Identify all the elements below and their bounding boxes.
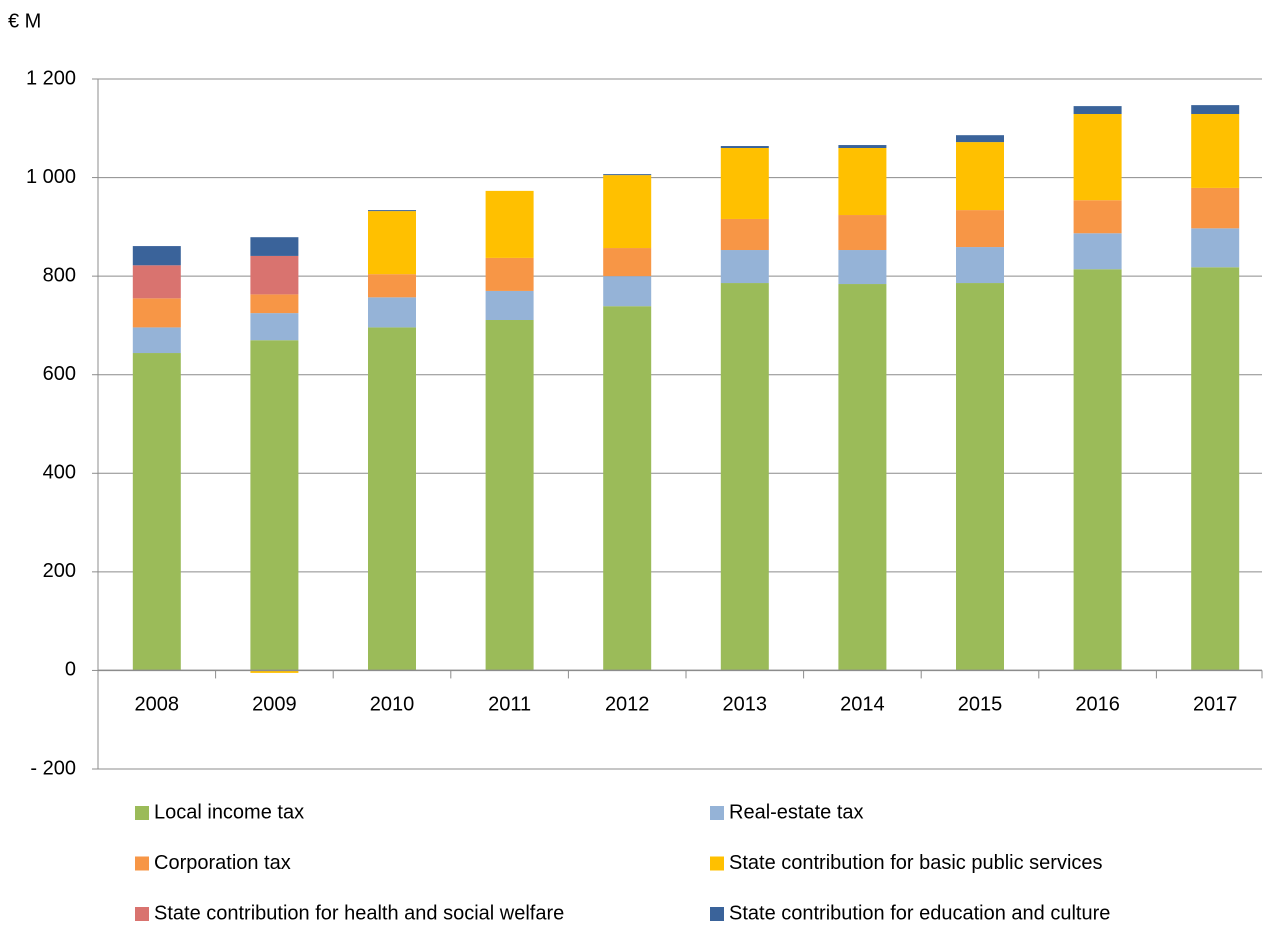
bar-segment	[603, 175, 652, 249]
legend-swatch	[135, 907, 149, 921]
bar-segment	[1191, 105, 1240, 114]
x-tick-label: 2013	[723, 694, 768, 716]
bar-segment	[720, 148, 769, 219]
bar-segment	[250, 670, 299, 673]
y-tick-label: 200	[43, 560, 76, 582]
y-tick-label: 1 000	[26, 166, 76, 188]
x-tick-label: 2008	[135, 694, 180, 716]
x-tick-label: 2012	[605, 694, 650, 716]
x-tick-label: 2010	[370, 694, 415, 716]
bar-segment	[368, 297, 416, 328]
x-tick-label: 2009	[252, 694, 297, 716]
bar-segment	[485, 190, 534, 258]
bar-segment	[1073, 106, 1122, 114]
bar-segment	[250, 255, 299, 295]
bar-segment	[485, 257, 534, 291]
legend-swatch	[135, 856, 149, 871]
bar-segment	[720, 146, 769, 148]
y-tick-label: 1 200	[26, 67, 76, 89]
x-tick-label: 2015	[958, 694, 1003, 716]
bar-segment	[1191, 187, 1240, 229]
y-tick-label: 600	[43, 363, 76, 385]
legend-label: Real-estate tax	[729, 801, 864, 823]
bar-segment	[1073, 113, 1122, 201]
bar-segment	[603, 174, 652, 176]
x-tick-label: 2017	[1193, 694, 1238, 716]
bar-segment	[1191, 228, 1240, 268]
bar-segment	[132, 353, 181, 671]
bar-segment	[838, 148, 887, 216]
bar-segment	[956, 247, 1004, 284]
y-tick-label: 800	[43, 264, 76, 286]
bar-segment	[132, 265, 181, 299]
bar-segment	[485, 290, 534, 321]
bar-segment	[1073, 233, 1122, 270]
bar-segment	[956, 142, 1004, 211]
bar-segment	[1191, 113, 1240, 188]
legend-swatch	[135, 806, 149, 820]
bar-segment	[368, 210, 416, 212]
bar-segment	[956, 135, 1004, 143]
bar-segment	[838, 250, 887, 285]
legend-label: State contribution for health and social…	[154, 902, 564, 924]
bar-segment	[1191, 267, 1240, 671]
bar-segment	[250, 340, 299, 671]
x-tick-label: 2011	[488, 694, 531, 716]
bar-segment	[132, 246, 181, 266]
bar-segment	[603, 276, 652, 307]
bar-segment	[368, 327, 416, 671]
bar-segment	[603, 248, 652, 277]
bar-segment	[1073, 269, 1122, 671]
bar-segment	[720, 218, 769, 251]
legend-swatch	[710, 907, 724, 921]
legend-label: Local income tax	[154, 801, 304, 823]
bar-segment	[250, 313, 299, 341]
bar-segment	[368, 211, 416, 275]
bar-segment	[838, 215, 887, 251]
legend-label: State contribution for basic public serv…	[729, 852, 1103, 874]
x-tick-label: 2016	[1075, 694, 1120, 716]
y-tick-label: 400	[43, 462, 76, 484]
legend-swatch	[710, 806, 724, 820]
bar-segment	[485, 320, 534, 671]
bar-segment	[250, 294, 299, 314]
bar-segment	[132, 298, 181, 328]
y-tick-label: - 200	[30, 757, 76, 779]
bar-segment	[720, 283, 769, 671]
bar-segment	[838, 145, 887, 148]
bar-segment	[956, 210, 1004, 248]
bar-segment	[956, 283, 1004, 671]
legend-swatch	[710, 856, 724, 871]
legend-label: Corporation tax	[154, 852, 291, 874]
bar-segment	[250, 237, 299, 256]
legend-label: State contribution for education and cul…	[729, 902, 1110, 924]
bar-segment	[720, 250, 769, 284]
y-tick-label: 0	[65, 659, 76, 681]
bar-segment	[368, 274, 416, 298]
bar-segment	[838, 284, 887, 671]
y-axis-label: € M	[8, 10, 41, 32]
bar-segment	[1073, 200, 1122, 234]
x-tick-label: 2014	[840, 694, 885, 716]
bar-segment	[603, 306, 652, 671]
bar-segment	[132, 327, 181, 354]
